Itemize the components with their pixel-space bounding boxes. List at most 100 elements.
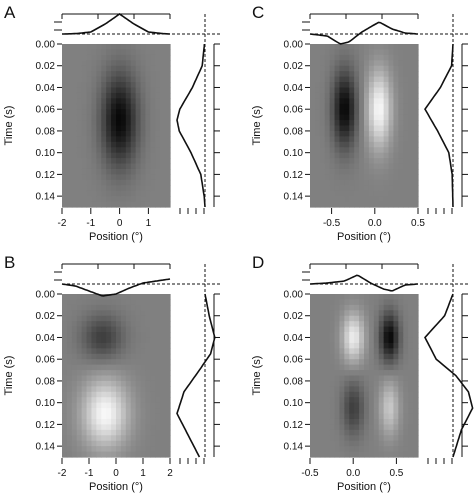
heatmap-cell <box>334 201 341 208</box>
heatmap-cell <box>150 370 156 377</box>
heatmap-cell <box>329 54 336 61</box>
heatmap-cell <box>393 435 399 442</box>
heatmap-cell <box>106 109 112 116</box>
heatmap-cell <box>160 65 166 72</box>
heatmap-cell <box>368 402 375 409</box>
heatmap-cell <box>101 109 107 116</box>
heatmap-cell <box>106 429 112 436</box>
heatmap-cell <box>86 92 93 99</box>
heatmap-cell <box>91 429 97 436</box>
heatmap-cell <box>359 125 365 132</box>
heatmap-cell <box>120 418 127 425</box>
heatmap-cell <box>86 440 93 447</box>
heatmap-cell <box>86 337 93 344</box>
heatmap-cell <box>62 348 68 355</box>
heatmap-cell <box>373 71 380 78</box>
heatmap-cell <box>71 168 78 175</box>
heatmap-cell <box>101 98 107 105</box>
heatmap-cell <box>364 103 370 110</box>
heatmap-cell <box>393 174 399 181</box>
heatmap-cell <box>91 82 97 89</box>
heatmap-cell <box>111 130 117 137</box>
heatmap-cell <box>373 168 380 175</box>
heatmap-cell <box>130 147 137 154</box>
heatmap-cell <box>66 315 73 322</box>
heatmap-cell <box>403 103 409 110</box>
heatmap-cell <box>116 337 122 344</box>
heatmap-cell <box>388 168 395 175</box>
heatmap-cell <box>383 185 390 192</box>
heatmap-cell <box>145 370 151 377</box>
heatmap-cell <box>86 141 93 148</box>
heatmap-cell <box>160 174 166 181</box>
heatmap-cell <box>86 435 93 442</box>
heatmap-cell <box>130 304 137 311</box>
heatmap-cell <box>324 429 331 436</box>
heatmap-cell <box>165 310 171 317</box>
heatmap-cell <box>71 446 78 453</box>
heatmap-cell <box>373 337 380 344</box>
heatmap-cell <box>319 391 326 398</box>
heatmap-cell <box>96 397 102 404</box>
heatmap-cell <box>339 109 345 116</box>
heatmap-cell <box>368 201 375 208</box>
heatmap-cell <box>354 342 360 349</box>
heatmap-cell <box>334 332 341 339</box>
heatmap-cell <box>106 299 112 306</box>
heatmap-cell <box>135 451 142 458</box>
heatmap-cell <box>71 87 78 94</box>
heatmap-cell <box>91 435 97 442</box>
heatmap-cell <box>324 158 331 165</box>
heatmap-cell <box>76 82 83 89</box>
heatmap-cell <box>125 82 132 89</box>
heatmap-cell <box>160 109 166 116</box>
heatmap-cell <box>388 397 395 404</box>
heatmap-cell <box>319 310 326 317</box>
heatmap-cell <box>310 125 316 132</box>
heatmap-cell <box>81 332 88 339</box>
heatmap-cell <box>116 299 122 306</box>
heatmap-cell <box>310 370 316 377</box>
heatmap-cell <box>324 310 331 317</box>
heatmap-cell <box>106 424 112 431</box>
heatmap-cell <box>62 294 68 301</box>
heatmap-cell <box>106 141 112 148</box>
heatmap-cell <box>106 348 112 355</box>
heatmap-cell <box>359 391 365 398</box>
heatmap-cell <box>66 337 73 344</box>
heatmap-cell <box>344 315 350 322</box>
heatmap-cell <box>393 380 399 387</box>
heatmap-cell <box>106 163 112 170</box>
heatmap-cell <box>130 103 137 110</box>
heatmap-cell <box>413 120 419 127</box>
heatmap-cell <box>111 435 117 442</box>
heatmap-cell <box>403 440 409 447</box>
heatmap-cell <box>116 141 122 148</box>
heatmap-cell <box>344 337 350 344</box>
panel-letter: B <box>4 253 15 272</box>
heatmap-cell <box>145 44 151 51</box>
heatmap-cell <box>354 71 360 78</box>
heatmap-cell <box>334 87 341 94</box>
heatmap-cell <box>354 370 360 377</box>
heatmap-cell <box>324 190 331 197</box>
heatmap-cell <box>96 310 102 317</box>
heatmap-cell <box>378 315 385 322</box>
heatmap-cell <box>150 71 156 78</box>
heatmap-cell <box>373 391 380 398</box>
heatmap-cell <box>116 103 122 110</box>
heatmap-cell <box>319 402 326 409</box>
heatmap-cell <box>81 375 88 382</box>
heatmap-cell <box>349 375 355 382</box>
heatmap-cell <box>116 326 122 333</box>
heatmap-cell <box>403 163 409 170</box>
heatmap-cell <box>165 418 171 425</box>
heatmap-cell <box>150 332 156 339</box>
heatmap-cell <box>364 147 370 154</box>
heatmap-cell <box>393 82 399 89</box>
heatmap-cell <box>334 179 341 186</box>
heatmap-cell <box>368 179 375 186</box>
heatmap-cell <box>81 337 88 344</box>
heatmap-cell <box>101 321 107 328</box>
heatmap-cell <box>66 294 73 301</box>
